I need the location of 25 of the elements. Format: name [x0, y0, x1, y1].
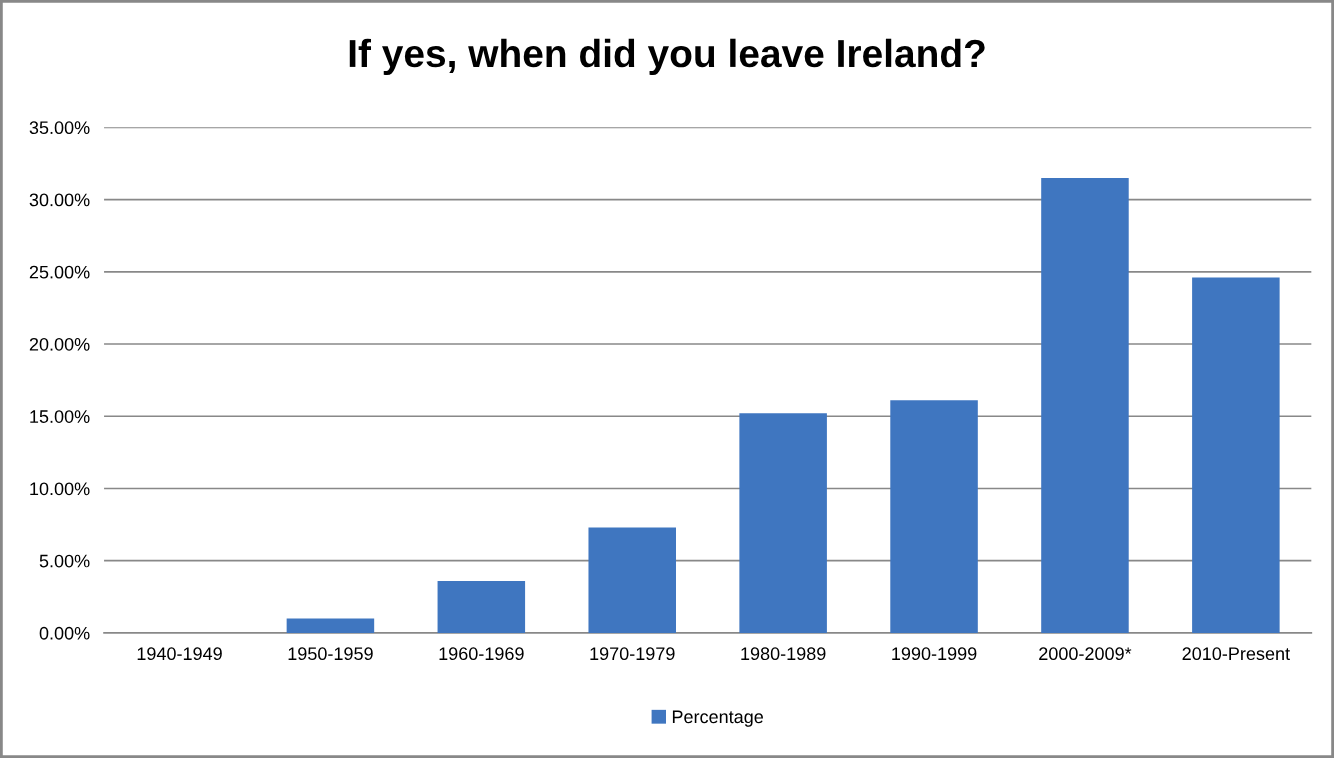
x-tick-label: 1960-1969: [439, 647, 524, 661]
x-tick-label: 1950-1959: [288, 647, 373, 661]
bar: [1192, 277, 1280, 633]
legend-label: Percentage: [672, 710, 763, 727]
x-tick-label: 2000-2009*: [1039, 647, 1132, 661]
bar: [739, 413, 827, 633]
y-tick-label: 20.00%: [29, 337, 90, 351]
y-tick-label: 0.00%: [39, 626, 90, 640]
y-tick-label: 25.00%: [29, 265, 90, 279]
bar: [890, 400, 978, 633]
y-tick-label: 15.00%: [30, 410, 90, 423]
chart-title: If yes, when did you leave Ireland?: [349, 38, 985, 75]
x-tick-label: 1970-1979: [590, 647, 675, 661]
x-tick-label: 2010-Present: [1182, 647, 1290, 661]
x-tick-label: 1990-1999: [892, 647, 977, 661]
bar: [437, 580, 526, 633]
bar: [588, 527, 676, 633]
x-tick-label: 1980-1989: [741, 647, 826, 661]
y-tick-label: 5.00%: [39, 554, 90, 568]
y-tick-label: 10.00%: [30, 482, 90, 496]
x-tick-label: 1940-1949: [137, 647, 222, 661]
bar: [286, 618, 375, 633]
bar: [1041, 177, 1129, 633]
y-tick-label: 35.00%: [29, 121, 90, 135]
y-tick-label: 30.00%: [29, 193, 90, 207]
